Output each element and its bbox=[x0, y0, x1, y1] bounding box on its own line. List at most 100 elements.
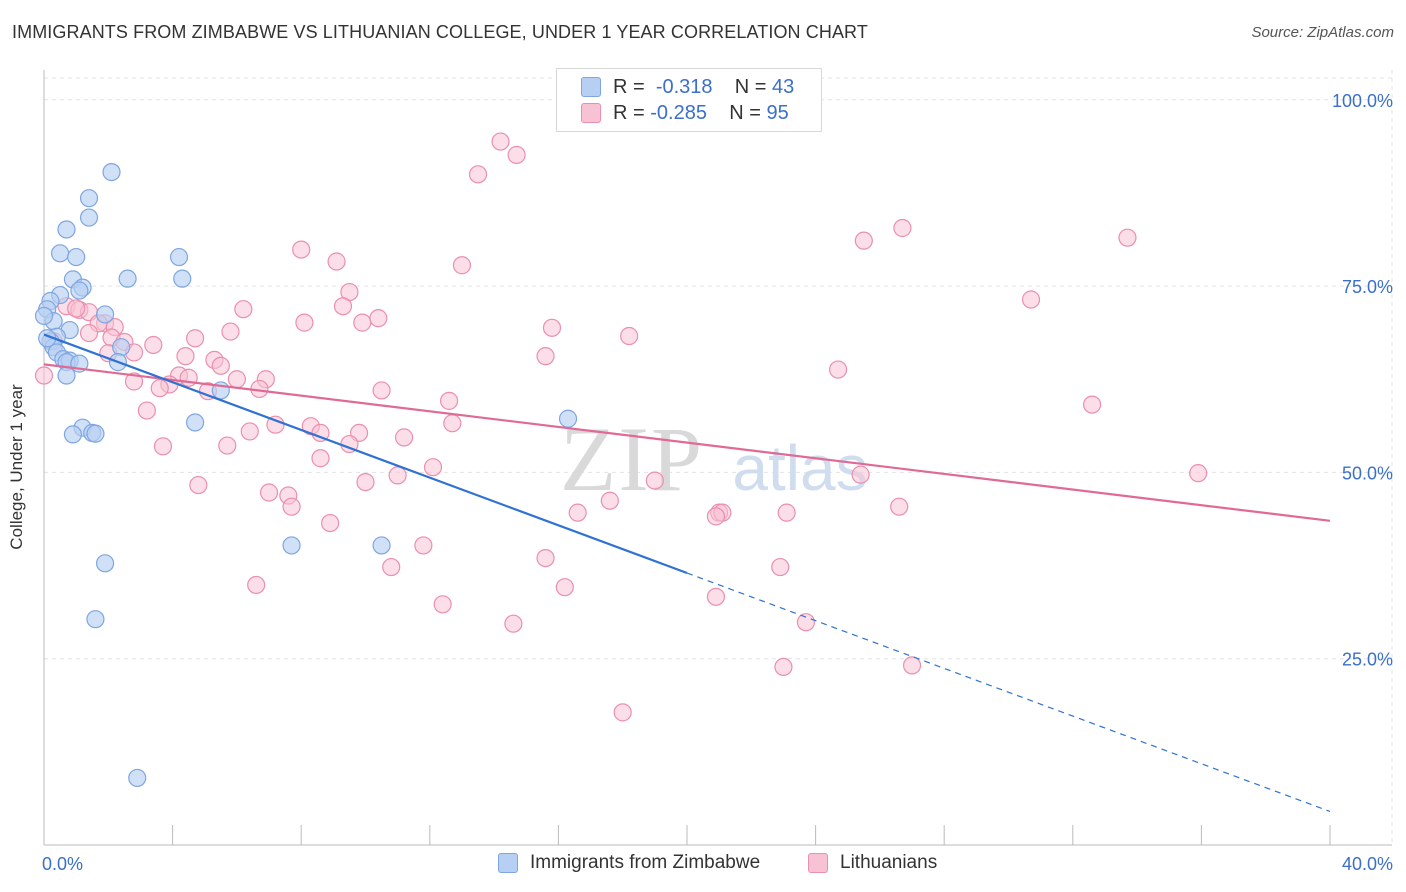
zimbabwe-trend-line bbox=[43, 333, 688, 575]
lithuanians-point bbox=[79, 323, 99, 343]
lithuanians-point bbox=[851, 465, 870, 484]
lithuanians-point bbox=[189, 475, 208, 495]
bottom-legend-lithuanians: Lithuanians bbox=[808, 852, 937, 874]
lithuanians-point bbox=[321, 513, 340, 533]
lithuanians-point bbox=[327, 252, 346, 271]
lithuanians-point bbox=[414, 536, 433, 555]
legend-swatch-pink bbox=[581, 103, 601, 123]
lithuanians-point bbox=[771, 557, 790, 577]
y-tick-label: 50.0% bbox=[1342, 463, 1393, 483]
bottom-legend-label: Lithuanians bbox=[840, 852, 938, 873]
tick-labels: 25.0% 50.0% 75.0% 100.0% 0.0% 40.0% bbox=[42, 91, 1393, 874]
lithuanians-point bbox=[468, 165, 488, 184]
legend-n-label: N = bbox=[734, 75, 767, 98]
zimbabwe-point bbox=[63, 425, 83, 444]
lithuanians-point bbox=[369, 309, 388, 328]
zimbabwe-point bbox=[112, 338, 131, 357]
lithuanians-point bbox=[186, 329, 205, 348]
lithuanians-point bbox=[796, 613, 816, 632]
lithuanians-point bbox=[613, 703, 632, 722]
lithuanians-point bbox=[394, 428, 414, 447]
lithuanians-point bbox=[542, 318, 562, 337]
lithuanians-point bbox=[491, 132, 510, 151]
watermark-atlas: atlas bbox=[732, 432, 867, 504]
bottom-legend-zimbabwe: Immigrants from Zimbabwe bbox=[498, 852, 760, 874]
zimbabwe-point bbox=[95, 554, 115, 573]
zimbabwe-point bbox=[95, 305, 115, 324]
lithuanians-point bbox=[1082, 395, 1102, 414]
lithuanians-point bbox=[600, 491, 619, 510]
legend: R = -0.318 N = 43 R = -0.285 N = 95 bbox=[556, 68, 822, 132]
legend-swatch-blue bbox=[581, 77, 601, 97]
lithuanians-point bbox=[282, 497, 301, 516]
lithuanians-point bbox=[247, 575, 266, 595]
lithuanians-point bbox=[34, 366, 54, 385]
watermark-zip: ZIP bbox=[560, 408, 704, 510]
legend-row-lithuanians: R = -0.285 N = 95 bbox=[581, 101, 789, 125]
legend-r-value: -0.285 bbox=[650, 101, 707, 124]
lithuanians-point bbox=[777, 503, 796, 522]
zimbabwe-point bbox=[173, 269, 192, 288]
lithuanians-point bbox=[144, 335, 163, 355]
lithuanians-point bbox=[902, 656, 922, 675]
y-tick-label: 100.0% bbox=[1332, 91, 1393, 111]
bottom-legend-label: Immigrants from Zimbabwe bbox=[530, 852, 761, 873]
lithuanians-point bbox=[504, 614, 523, 633]
zimbabwe-point bbox=[118, 269, 137, 288]
lithuanians-point bbox=[645, 471, 664, 490]
zimbabwe-point bbox=[372, 536, 391, 555]
lithuanians-point bbox=[388, 466, 407, 485]
lithuanians-point bbox=[259, 483, 279, 502]
y-tick-label: 75.0% bbox=[1342, 277, 1393, 297]
lithuanians-point bbox=[890, 497, 909, 516]
zimbabwe-point bbox=[50, 244, 70, 263]
lithuanians-point bbox=[153, 437, 173, 456]
bottom-legend-swatch-pink bbox=[808, 853, 828, 873]
lithuanians-point bbox=[1118, 228, 1137, 247]
lithuanians-point bbox=[137, 401, 156, 420]
lithuanians-point bbox=[211, 356, 230, 375]
bottom-legend: Immigrants from Zimbabwe Lithuanians bbox=[0, 852, 1406, 876]
source-label: Source: ZipAtlas.com bbox=[1251, 24, 1394, 41]
lithuanians-point bbox=[423, 458, 443, 477]
lithuanians-point bbox=[706, 587, 726, 606]
legend-r-label: R = bbox=[613, 101, 645, 124]
x-tick-label: 40.0% bbox=[1342, 854, 1393, 874]
lithuanians-point bbox=[433, 595, 452, 614]
lithuanians-point bbox=[333, 297, 353, 316]
y-tick-label: 25.0% bbox=[1342, 650, 1393, 670]
lithuanians-point bbox=[382, 557, 401, 577]
lithuanians-point bbox=[234, 300, 253, 319]
lithuanians-point bbox=[227, 370, 246, 389]
lithuanians-point bbox=[536, 549, 555, 568]
lithuanians-point bbox=[706, 507, 726, 526]
grid-lines bbox=[44, 70, 1393, 845]
lithuanians-point bbox=[774, 657, 793, 676]
zimbabwe-point bbox=[282, 536, 301, 555]
bottom-legend-swatch-blue bbox=[498, 853, 518, 873]
lithuanians-point bbox=[221, 322, 240, 341]
axes bbox=[43, 70, 1392, 846]
lithuanians-trend-line bbox=[43, 363, 1331, 522]
zimbabwe-point bbox=[86, 424, 105, 443]
zimbabwe-point bbox=[169, 247, 189, 267]
lithuanians-point bbox=[218, 436, 237, 455]
lithuanians-point bbox=[568, 503, 587, 522]
zimbabwe-point bbox=[186, 413, 205, 432]
zimbabwe-point bbox=[86, 610, 105, 629]
zimbabwe-point bbox=[70, 281, 89, 300]
zimbabwe-point bbox=[57, 366, 76, 385]
zimbabwe-trend-extension bbox=[686, 572, 1331, 813]
lithuanians-point bbox=[295, 313, 314, 332]
lithuanians-point bbox=[356, 472, 375, 492]
lithuanians-point bbox=[311, 449, 330, 468]
lithuanians-point bbox=[555, 578, 574, 597]
lithuanians-point bbox=[1189, 464, 1208, 483]
lithuanians-point bbox=[1021, 290, 1041, 309]
legend-row-zimbabwe: R = -0.318 N = 43 bbox=[581, 75, 794, 99]
lithuanians-point bbox=[372, 381, 391, 400]
watermark: ZIP atlas bbox=[560, 408, 868, 510]
legend-r-value: -0.318 bbox=[655, 75, 713, 98]
zimbabwe-point bbox=[34, 306, 54, 326]
